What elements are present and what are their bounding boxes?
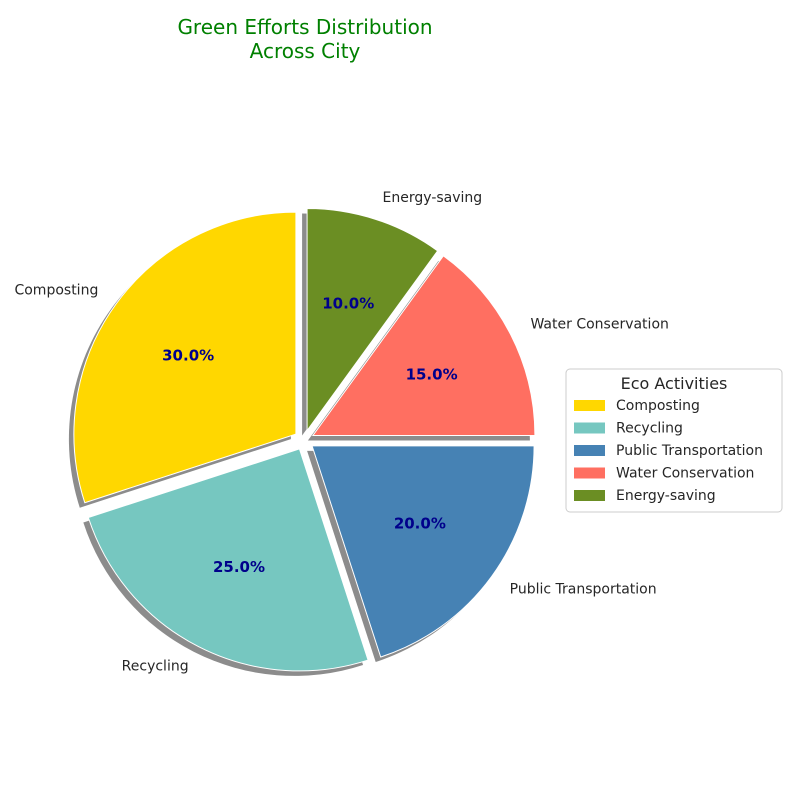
slice-label-energy-saving: Energy-saving	[383, 190, 483, 206]
pie-slice-water-conservation	[311, 255, 536, 436]
pie-slice-recycling	[87, 448, 369, 672]
legend-swatch-public-transportation	[574, 445, 605, 456]
slice-label-recycling: Recycling	[122, 658, 189, 674]
slice-label-composting: Composting	[14, 283, 98, 299]
pie-slice-energy-saving	[306, 207, 439, 433]
legend-swatch-composting	[574, 400, 605, 411]
chart-title-line-1: Green Efforts Distribution	[177, 15, 432, 39]
legend-label-composting: Composting	[616, 398, 700, 414]
legend-label-recycling: Recycling	[616, 421, 683, 437]
pie-slice-public-transportation	[311, 445, 535, 658]
percent-label-public-transportation: 20.0%	[394, 515, 446, 533]
slice-label-public-transportation: Public Transportation	[510, 581, 657, 597]
legend-swatch-recycling	[574, 422, 605, 434]
legend-label-energy-saving: Energy-saving	[616, 488, 716, 504]
pie-slice-composting	[73, 211, 297, 504]
legend-label-water-conservation: Water Conservation	[616, 466, 754, 482]
legend-items: Composting Recycling Public Transportation…	[574, 398, 763, 504]
pie-slices	[73, 207, 536, 672]
slice-label-water-conservation: Water Conservation	[530, 317, 668, 333]
percent-label-water-conservation: 15.0%	[406, 365, 458, 383]
percent-label-composting: 30.0%	[162, 346, 214, 364]
percent-label-recycling: 25.0%	[213, 558, 265, 576]
slice-labels: Composting Recycling Public Transportation…	[14, 190, 668, 674]
percent-label-energy-saving: 10.0%	[322, 294, 374, 312]
legend-frame	[565, 368, 783, 513]
legend: Eco Activities Composting Recycling Public…	[565, 368, 783, 513]
legend-swatch-energy-saving	[574, 490, 605, 501]
chart-title-line-2: Across City	[250, 39, 361, 63]
percent-labels: 30.0% 25.0% 20.0% 15.0% 10.0%	[162, 294, 457, 576]
legend-swatch-water-conservation	[574, 467, 605, 479]
legend-title: Eco Activities	[621, 374, 728, 393]
chart-title: Green Efforts Distribution Across City	[177, 15, 432, 63]
legend-label-public-transportation: Public Transportation	[616, 443, 763, 459]
